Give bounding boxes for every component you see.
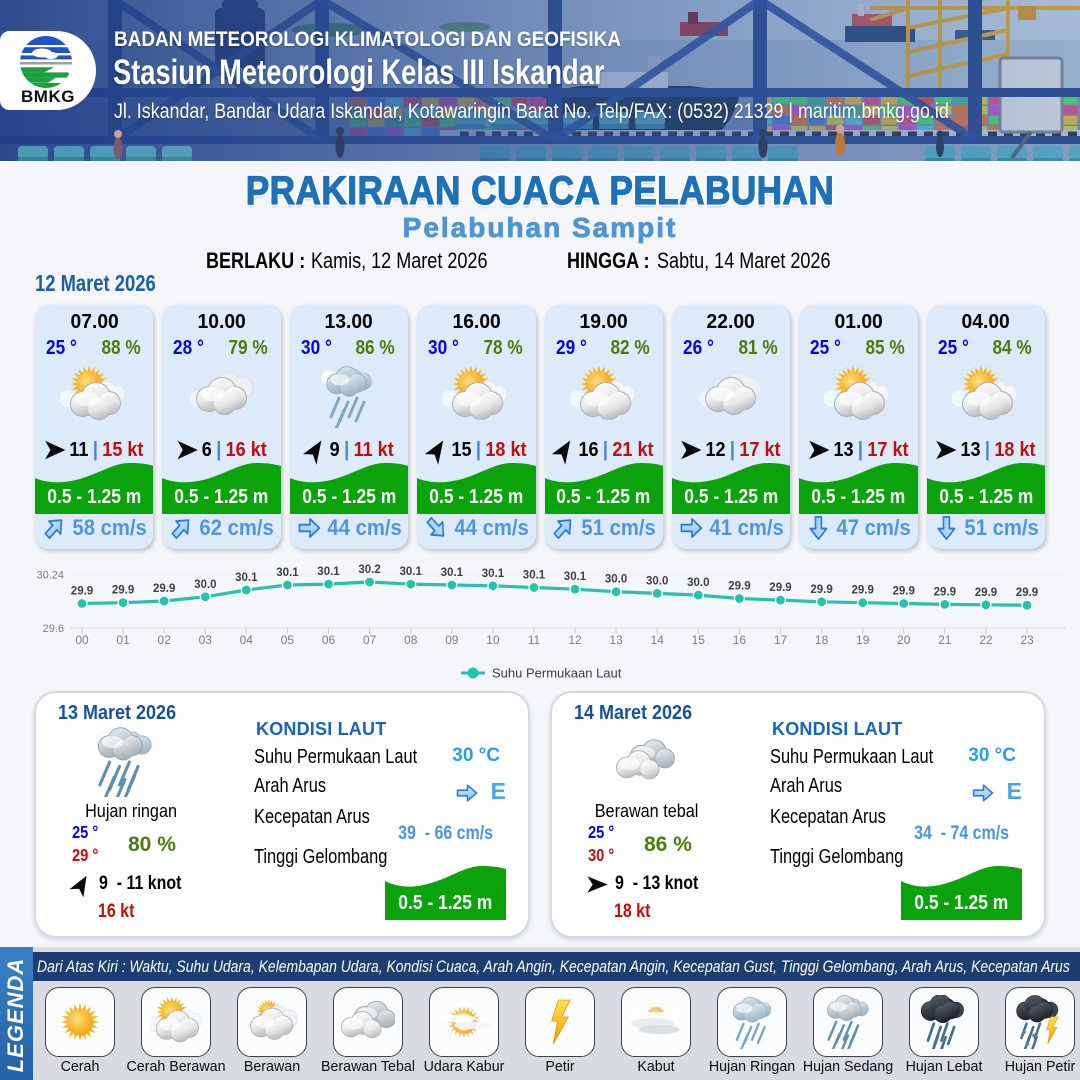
svg-text:09: 09 — [445, 633, 459, 647]
svg-text:20: 20 — [897, 633, 911, 647]
svg-text:29.9: 29.9 — [769, 582, 791, 594]
svg-text:05: 05 — [281, 633, 295, 647]
svg-text:18: 18 — [815, 633, 829, 647]
svg-text:08: 08 — [404, 633, 418, 647]
svg-text:06: 06 — [322, 633, 336, 647]
svg-text:30.1: 30.1 — [235, 572, 258, 584]
svg-text:29.9: 29.9 — [975, 587, 997, 599]
svg-text:14: 14 — [651, 633, 665, 647]
svg-text:29.9: 29.9 — [112, 585, 134, 597]
svg-text:03: 03 — [199, 633, 213, 647]
svg-text:30.1: 30.1 — [317, 566, 340, 578]
svg-text:21: 21 — [938, 633, 952, 647]
svg-text:30.1: 30.1 — [564, 571, 587, 583]
svg-text:Suhu Permukaan Laut: Suhu Permukaan Laut — [492, 666, 622, 681]
svg-text:00: 00 — [75, 633, 89, 647]
svg-text:30.2: 30.2 — [358, 564, 380, 576]
svg-text:07: 07 — [363, 633, 377, 647]
svg-text:30.24: 30.24 — [36, 570, 64, 582]
svg-text:30.0: 30.0 — [687, 577, 709, 589]
svg-text:30.1: 30.1 — [523, 570, 546, 582]
svg-text:29.9: 29.9 — [810, 584, 832, 596]
svg-text:15: 15 — [692, 633, 706, 647]
svg-text:29.9: 29.9 — [934, 586, 956, 598]
svg-text:19: 19 — [856, 633, 870, 647]
svg-text:29.9: 29.9 — [852, 585, 874, 597]
svg-text:23: 23 — [1020, 633, 1034, 647]
svg-text:30.0: 30.0 — [194, 579, 216, 591]
svg-text:30.1: 30.1 — [400, 566, 423, 578]
svg-text:29.9: 29.9 — [1016, 587, 1038, 599]
svg-text:13: 13 — [609, 633, 623, 647]
svg-text:30.0: 30.0 — [605, 574, 627, 586]
svg-text:29.9: 29.9 — [153, 583, 175, 595]
svg-text:30.1: 30.1 — [482, 568, 505, 580]
svg-text:29.9: 29.9 — [893, 586, 915, 598]
svg-text:04: 04 — [240, 633, 254, 647]
svg-text:29.6: 29.6 — [43, 623, 64, 635]
svg-text:10: 10 — [486, 633, 500, 647]
svg-text:02: 02 — [158, 633, 172, 647]
svg-text:30.1: 30.1 — [276, 567, 299, 579]
svg-text:11: 11 — [528, 633, 541, 647]
svg-text:29.9: 29.9 — [728, 581, 750, 593]
svg-text:01: 01 — [116, 633, 130, 647]
svg-text:16: 16 — [733, 633, 747, 647]
svg-text:30.0: 30.0 — [646, 575, 668, 587]
svg-text:29.9: 29.9 — [71, 586, 93, 598]
svg-text:30.1: 30.1 — [441, 567, 464, 579]
svg-text:12: 12 — [568, 633, 582, 647]
svg-text:22: 22 — [979, 633, 993, 647]
svg-text:17: 17 — [774, 633, 788, 647]
